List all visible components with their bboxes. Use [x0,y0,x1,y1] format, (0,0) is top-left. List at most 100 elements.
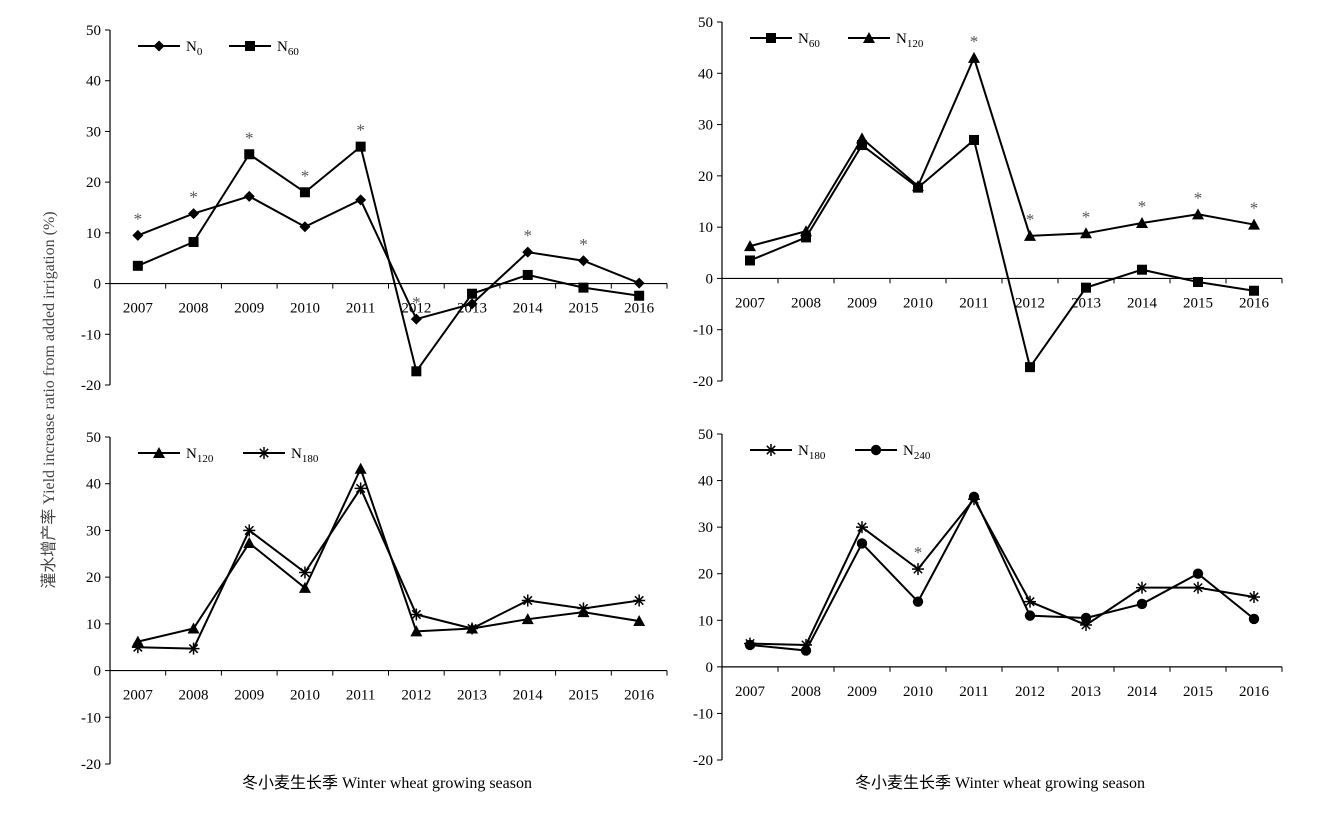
y-tick-label: 40 [698,66,713,82]
significance-marker: * [134,209,143,228]
x-tick-label: 2010 [290,301,320,317]
significance-marker: * [189,188,198,207]
x-tick-label: 2012 [1015,684,1045,700]
significance-marker: * [412,293,421,312]
significance-marker: * [356,121,365,140]
data-point-N180 [1248,591,1260,603]
x-tick-label: 2014 [1127,295,1158,311]
data-point-N60 [522,269,533,280]
data-point-N120 [1136,217,1148,229]
chart-panel-3: -20 -10 0 10 20 30 40 50 2007 2008 2009 2010 2011 201… [81,430,668,773]
data-point-N120 [912,180,924,192]
y-tick-label: 10 [86,226,101,242]
legend-marker [258,447,270,459]
legend-marker [766,33,776,43]
data-point-N60 [1137,264,1147,275]
y-tick-label: 30 [698,118,713,134]
data-point-N180 [1024,595,1036,608]
significance-marker: * [245,128,254,147]
data-point-N180-stroke [355,483,366,494]
data-point-N180-stroke [188,643,199,654]
data-point-N180-stroke [133,642,143,652]
significance-marker: * [579,235,588,254]
series-line-N180 [749,497,1255,646]
y-tick-label: -20 [81,757,101,773]
y-tick-label: 50 [698,427,713,443]
x-tick-label: 2010 [290,688,320,704]
data-point-N60 [578,282,589,293]
data-point-N180 [912,563,924,576]
data-point-N180 [856,521,868,534]
data-point-N180 [633,594,646,607]
y-tick-label: -10 [693,323,713,339]
data-point-N0 [355,194,367,206]
legend-label: N120 [186,446,214,465]
data-point-N240 [1192,568,1204,579]
significance-marker: * [1082,207,1091,226]
series-line-N60 [137,144,640,374]
data-point-N60 [1025,362,1035,373]
y-tick-label: 20 [86,175,101,191]
data-point-N240 [744,639,756,651]
legend-marker [863,32,875,43]
data-point-N180 [466,622,479,635]
data-point-N0 [410,313,422,325]
series-line-N240 [749,494,1255,652]
data-point-N60 [1081,282,1091,293]
x-tick-label: 2011 [346,688,375,704]
y-tick-label: 0 [706,660,714,676]
x-tick-label: 2008 [179,301,209,317]
data-point-N120 [298,581,311,593]
data-point-N60 [857,140,867,151]
data-point-N60 [411,366,422,377]
data-point-N120 [800,225,812,237]
x-tick-label: 2015 [1183,295,1213,311]
data-point-N180-stroke [411,609,422,620]
y-tick-label: -10 [81,327,101,343]
legend-entry-N180: N180 [243,446,319,465]
data-point-N180-stroke [467,623,477,634]
legend-label: N60 [798,31,820,50]
data-point-N180-stroke [913,564,923,574]
data-point-N180 [298,566,311,579]
x-tick-label: 2012 [401,688,431,704]
x-tick-label: 2008 [791,684,821,700]
significance-marker: * [1138,197,1147,216]
legend-label: N0 [186,39,203,58]
x-tick-label: 2007 [123,301,154,317]
data-point-N180-stroke [578,603,589,614]
data-point-N60 [355,141,366,152]
data-point-N120 [1248,218,1260,230]
data-point-N60 [969,134,979,145]
legend-marker-stroke [259,448,269,458]
data-point-N60 [132,260,143,271]
y-tick-label: 0 [94,277,102,293]
x-tick-label: 2011 [346,301,375,317]
y-tick-label: 20 [698,169,713,185]
y-tick-label: 40 [86,74,101,90]
data-point-N180-stroke [1137,582,1147,593]
legend-label: N240 [903,443,931,462]
data-point-N240 [1248,613,1260,625]
x-tick-label: 2015 [1183,684,1213,700]
data-point-N240 [1136,598,1148,610]
data-point-N60 [745,255,755,266]
data-point-N60 [188,236,199,247]
data-point-N180-stroke [857,522,867,532]
significance-marker: * [914,543,923,562]
x-tick-label: 2008 [179,688,209,704]
x-tick-label: 2009 [234,688,264,704]
x-tick-label: 2011 [959,684,988,700]
y-tick-label: -20 [693,753,713,769]
x-tick-label: 2016 [1239,684,1270,700]
series-line-N180 [137,486,640,650]
data-point-N180-stroke [244,525,254,536]
data-point-N180 [243,524,256,537]
y-tick-label: 10 [698,220,713,236]
x-tick-label: 2015 [568,688,598,704]
shared-y-axis-label: 灌水增产率 Yield increase ratio from added ir… [40,211,58,588]
data-point-N120 [744,240,756,252]
data-point-N60 [634,290,645,301]
y-tick-label: -10 [693,706,713,722]
